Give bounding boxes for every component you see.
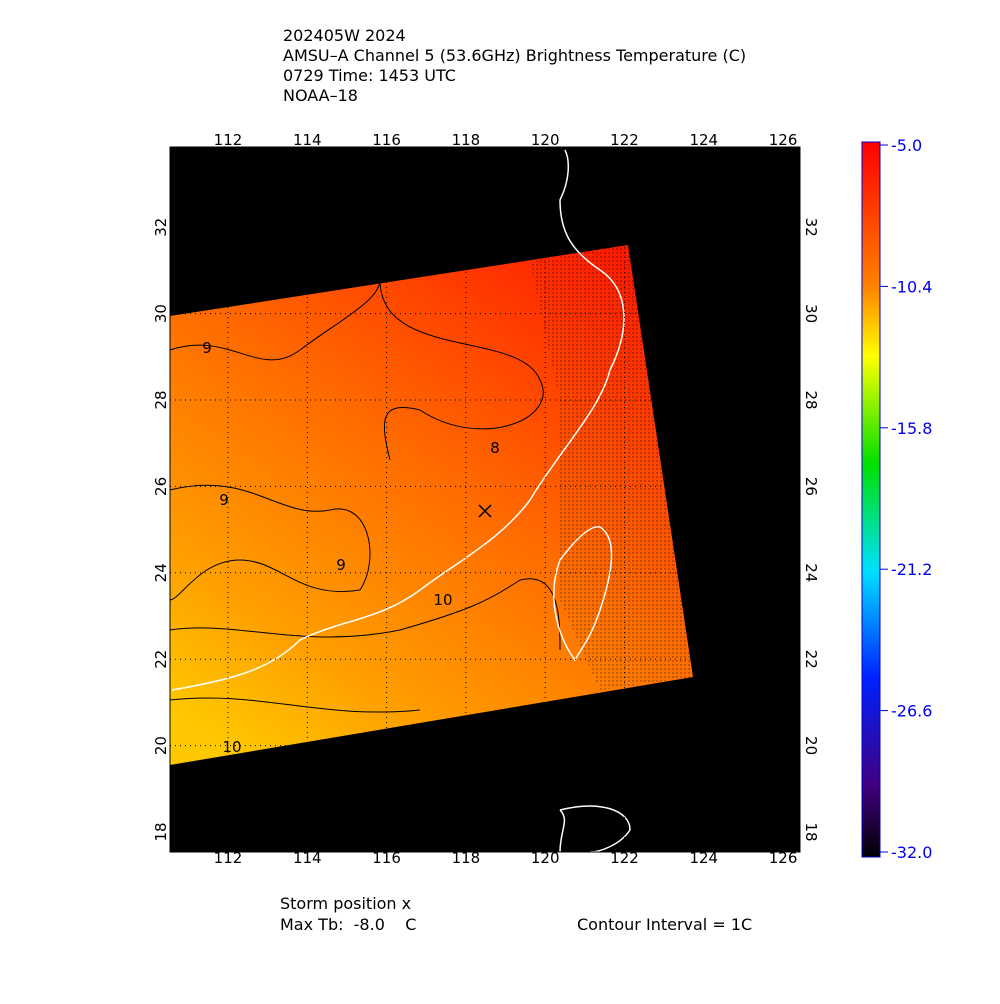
lat-label-left: 20 [152, 736, 170, 755]
coastline [171, 149, 631, 853]
colorbar-label: -5.0 [891, 136, 922, 155]
lon-label-top: 116 [372, 131, 401, 149]
lon-label-top: 120 [531, 131, 560, 149]
lat-label-right: 18 [802, 822, 820, 841]
colorbar-label: -32.0 [891, 843, 932, 862]
lon-label-bottom: 120 [531, 849, 560, 867]
contour-label: 9 [202, 339, 212, 357]
title-line: 202405W 2024 [283, 26, 406, 45]
contour-label: 10 [433, 591, 452, 609]
lon-label-bottom: 122 [610, 849, 639, 867]
lat-label-left: 24 [152, 563, 170, 582]
lat-label-right: 32 [802, 218, 820, 237]
lat-label-left: 28 [152, 390, 170, 409]
lat-label-right: 28 [802, 390, 820, 409]
colorbar-label: -15.8 [891, 419, 932, 438]
lon-label-bottom: 118 [452, 849, 481, 867]
lat-label-right: 30 [802, 304, 820, 323]
swath-edge-hatch [530, 245, 693, 690]
lon-label-bottom: 124 [689, 849, 718, 867]
lon-label-top: 118 [452, 131, 481, 149]
lat-label-left: 22 [152, 650, 170, 669]
max-tb: Max Tb: -8.0 C [280, 915, 416, 934]
graticule [170, 147, 800, 852]
contour-interval: Contour Interval = 1C [577, 915, 752, 934]
storm-note: Storm position x [280, 894, 411, 913]
colorbar-label: -26.6 [891, 702, 932, 721]
storm-marker [478, 504, 492, 518]
lon-label-bottom: 114 [293, 849, 322, 867]
contour-label: 10 [222, 738, 241, 756]
colorbar [861, 141, 881, 858]
lon-label-top: 124 [689, 131, 718, 149]
title-line: 0729 Time: 1453 UTC [283, 66, 456, 85]
lat-label-left: 18 [152, 822, 170, 841]
colorbar-label: -21.2 [891, 560, 932, 579]
title-line: NOAA–18 [283, 86, 358, 105]
lat-label-left: 30 [152, 304, 170, 323]
lat-label-right: 24 [802, 563, 820, 582]
lon-label-top: 126 [769, 131, 798, 149]
contour-label: 9 [336, 556, 346, 574]
lon-label-top: 112 [214, 131, 243, 149]
colorbar-label: -10.4 [891, 277, 932, 296]
lat-label-left: 32 [152, 218, 170, 237]
lon-label-bottom: 116 [372, 849, 401, 867]
contour-label: 8 [490, 439, 500, 457]
lon-label-top: 122 [610, 131, 639, 149]
title-line: AMSU–A Channel 5 (53.6GHz) Brightness Te… [283, 46, 746, 65]
contour-label: 9 [219, 491, 229, 509]
map-frame [169, 146, 801, 853]
lon-label-bottom: 126 [769, 849, 798, 867]
lat-label-left: 26 [152, 477, 170, 496]
lat-label-right: 20 [802, 736, 820, 755]
lon-label-top: 114 [293, 131, 322, 149]
lon-label-bottom: 112 [214, 849, 243, 867]
lat-label-right: 22 [802, 650, 820, 669]
lat-label-right: 26 [802, 477, 820, 496]
